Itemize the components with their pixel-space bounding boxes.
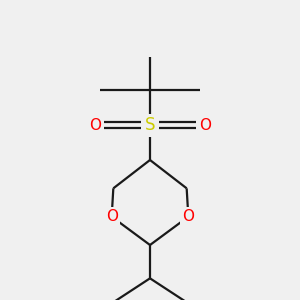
Text: O: O: [89, 118, 101, 133]
Text: O: O: [182, 209, 194, 224]
Text: S: S: [145, 116, 155, 134]
Text: O: O: [199, 118, 211, 133]
Text: O: O: [106, 209, 118, 224]
